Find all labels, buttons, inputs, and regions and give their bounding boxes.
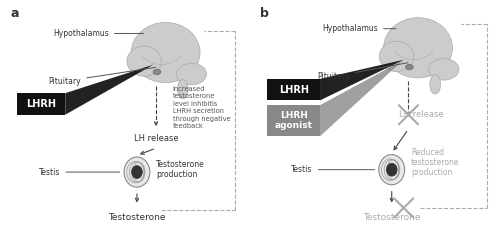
FancyBboxPatch shape bbox=[18, 93, 65, 115]
Ellipse shape bbox=[154, 69, 161, 75]
Text: LHRH: LHRH bbox=[278, 85, 308, 95]
Text: Testosterone
production: Testosterone production bbox=[156, 160, 205, 179]
Text: Testis: Testis bbox=[292, 165, 374, 174]
Text: a: a bbox=[10, 7, 19, 20]
Text: LH release: LH release bbox=[134, 134, 178, 143]
Ellipse shape bbox=[386, 163, 397, 176]
Text: Testosterone: Testosterone bbox=[108, 213, 166, 222]
Ellipse shape bbox=[379, 155, 404, 185]
Ellipse shape bbox=[131, 22, 200, 83]
Ellipse shape bbox=[176, 63, 206, 85]
Text: LHRH
agonist: LHRH agonist bbox=[274, 111, 312, 130]
Text: Testosterone: Testosterone bbox=[363, 213, 420, 222]
Polygon shape bbox=[320, 60, 404, 100]
Text: Testis: Testis bbox=[39, 168, 120, 177]
FancyBboxPatch shape bbox=[268, 79, 320, 100]
Text: Hypothalamus: Hypothalamus bbox=[54, 29, 144, 38]
Ellipse shape bbox=[429, 59, 459, 80]
Text: b: b bbox=[260, 7, 269, 20]
Text: Pituitary: Pituitary bbox=[318, 63, 408, 81]
Ellipse shape bbox=[384, 18, 452, 78]
FancyBboxPatch shape bbox=[268, 105, 320, 136]
Text: Reduced
testosterone
production: Reduced testosterone production bbox=[411, 148, 460, 177]
Text: LH release: LH release bbox=[399, 110, 444, 119]
Ellipse shape bbox=[132, 166, 142, 179]
Polygon shape bbox=[320, 60, 404, 136]
Text: Increased
testosterone
level inhibitis
LHRH secretion
through negative
feedback: Increased testosterone level inhibitis L… bbox=[173, 86, 231, 129]
Text: LHRH: LHRH bbox=[26, 99, 56, 109]
Text: Pituitary: Pituitary bbox=[48, 67, 156, 86]
Polygon shape bbox=[65, 65, 154, 115]
Ellipse shape bbox=[430, 75, 440, 94]
Ellipse shape bbox=[178, 79, 188, 99]
Ellipse shape bbox=[380, 41, 414, 71]
Text: Hypothalamus: Hypothalamus bbox=[322, 24, 396, 33]
Ellipse shape bbox=[406, 65, 413, 70]
Ellipse shape bbox=[124, 157, 150, 187]
Ellipse shape bbox=[127, 46, 162, 76]
